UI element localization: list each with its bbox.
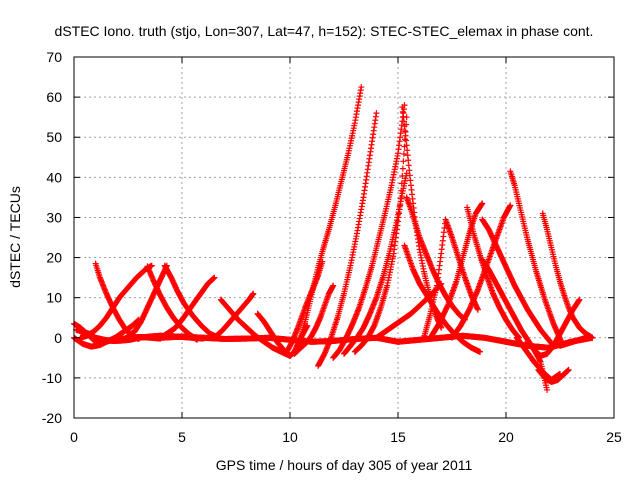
x-tick-label: 25 bbox=[606, 429, 622, 445]
y-tick-label: 50 bbox=[46, 129, 62, 145]
data-point-plus bbox=[405, 162, 412, 169]
data-point-plus bbox=[330, 282, 337, 289]
x-tick-label: 10 bbox=[282, 429, 298, 445]
data-point-plus bbox=[544, 386, 551, 393]
data-series bbox=[373, 332, 596, 351]
data-point-plus bbox=[400, 158, 407, 165]
data-series bbox=[125, 262, 170, 339]
data-point-plus bbox=[405, 157, 412, 164]
data-point-plus bbox=[135, 335, 142, 342]
y-tick-label: 10 bbox=[46, 290, 62, 306]
data-point-plus bbox=[399, 165, 406, 172]
data-point-plus bbox=[438, 280, 445, 287]
data-point-plus bbox=[397, 202, 404, 209]
y-tick-label: -10 bbox=[42, 370, 62, 386]
data-point-plus bbox=[403, 170, 410, 177]
y-tick-label: 60 bbox=[46, 89, 62, 105]
y-tick-label: 30 bbox=[46, 209, 62, 225]
data-point-plus bbox=[565, 366, 572, 373]
data-point-plus bbox=[400, 150, 407, 157]
y-tick-label: 20 bbox=[46, 250, 62, 266]
data-point-plus bbox=[479, 200, 486, 207]
data-point-plus bbox=[407, 177, 414, 184]
data-point-plus bbox=[148, 262, 155, 269]
plot-frame bbox=[73, 56, 615, 419]
data-point-plus bbox=[589, 334, 596, 341]
data-point-plus bbox=[507, 202, 514, 209]
data-point-plus bbox=[397, 195, 404, 202]
tick-marks bbox=[73, 56, 615, 419]
y-tick-labels: -20 -10 0 10 20 30 40 50 60 70 bbox=[42, 49, 62, 426]
data-point-plus bbox=[403, 142, 410, 149]
data-series bbox=[535, 366, 572, 385]
y-tick-label: 40 bbox=[46, 169, 62, 185]
data-point-plus bbox=[211, 274, 218, 281]
data-layer bbox=[71, 84, 596, 393]
data-point-plus bbox=[399, 172, 406, 179]
y-tick-label: -20 bbox=[42, 410, 62, 426]
x-tick-labels: 0 5 10 15 20 25 bbox=[70, 429, 622, 445]
data-point-plus bbox=[398, 187, 405, 194]
data-point-plus bbox=[576, 296, 583, 303]
data-point-plus bbox=[406, 167, 413, 174]
data-series bbox=[144, 263, 201, 343]
y-tick-label: 70 bbox=[46, 49, 62, 65]
x-tick-label: 5 bbox=[178, 429, 186, 445]
data-point-plus bbox=[250, 290, 257, 297]
x-tick-label: 0 bbox=[70, 429, 78, 445]
data-point-plus bbox=[404, 147, 411, 154]
data-series bbox=[291, 282, 337, 357]
data-series bbox=[77, 262, 155, 341]
x-tick-label: 20 bbox=[498, 429, 514, 445]
data-series bbox=[315, 110, 380, 369]
data-series bbox=[351, 114, 410, 355]
data-point-plus bbox=[358, 84, 365, 91]
data-point-plus bbox=[373, 110, 380, 117]
y-axis-label: dSTEC / TECUs bbox=[7, 186, 23, 288]
data-point-plus bbox=[406, 172, 413, 179]
x-tick-label: 15 bbox=[390, 429, 406, 445]
x-axis-label: GPS time / hours of day 305 of year 2011 bbox=[216, 457, 473, 473]
data-point-plus bbox=[474, 306, 481, 313]
data-point-plus bbox=[477, 348, 484, 355]
chart-title: dSTEC Iono. truth (stjo, Lon=307, Lat=47… bbox=[55, 23, 594, 39]
data-series bbox=[293, 84, 365, 353]
data-point-plus bbox=[398, 180, 405, 187]
y-tick-label: 0 bbox=[54, 330, 62, 346]
data-series bbox=[211, 290, 257, 341]
data-point-plus bbox=[404, 152, 411, 159]
